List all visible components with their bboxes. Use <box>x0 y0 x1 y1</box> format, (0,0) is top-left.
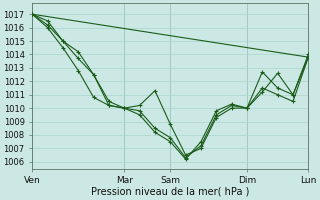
X-axis label: Pression niveau de la mer( hPa ): Pression niveau de la mer( hPa ) <box>91 187 250 197</box>
